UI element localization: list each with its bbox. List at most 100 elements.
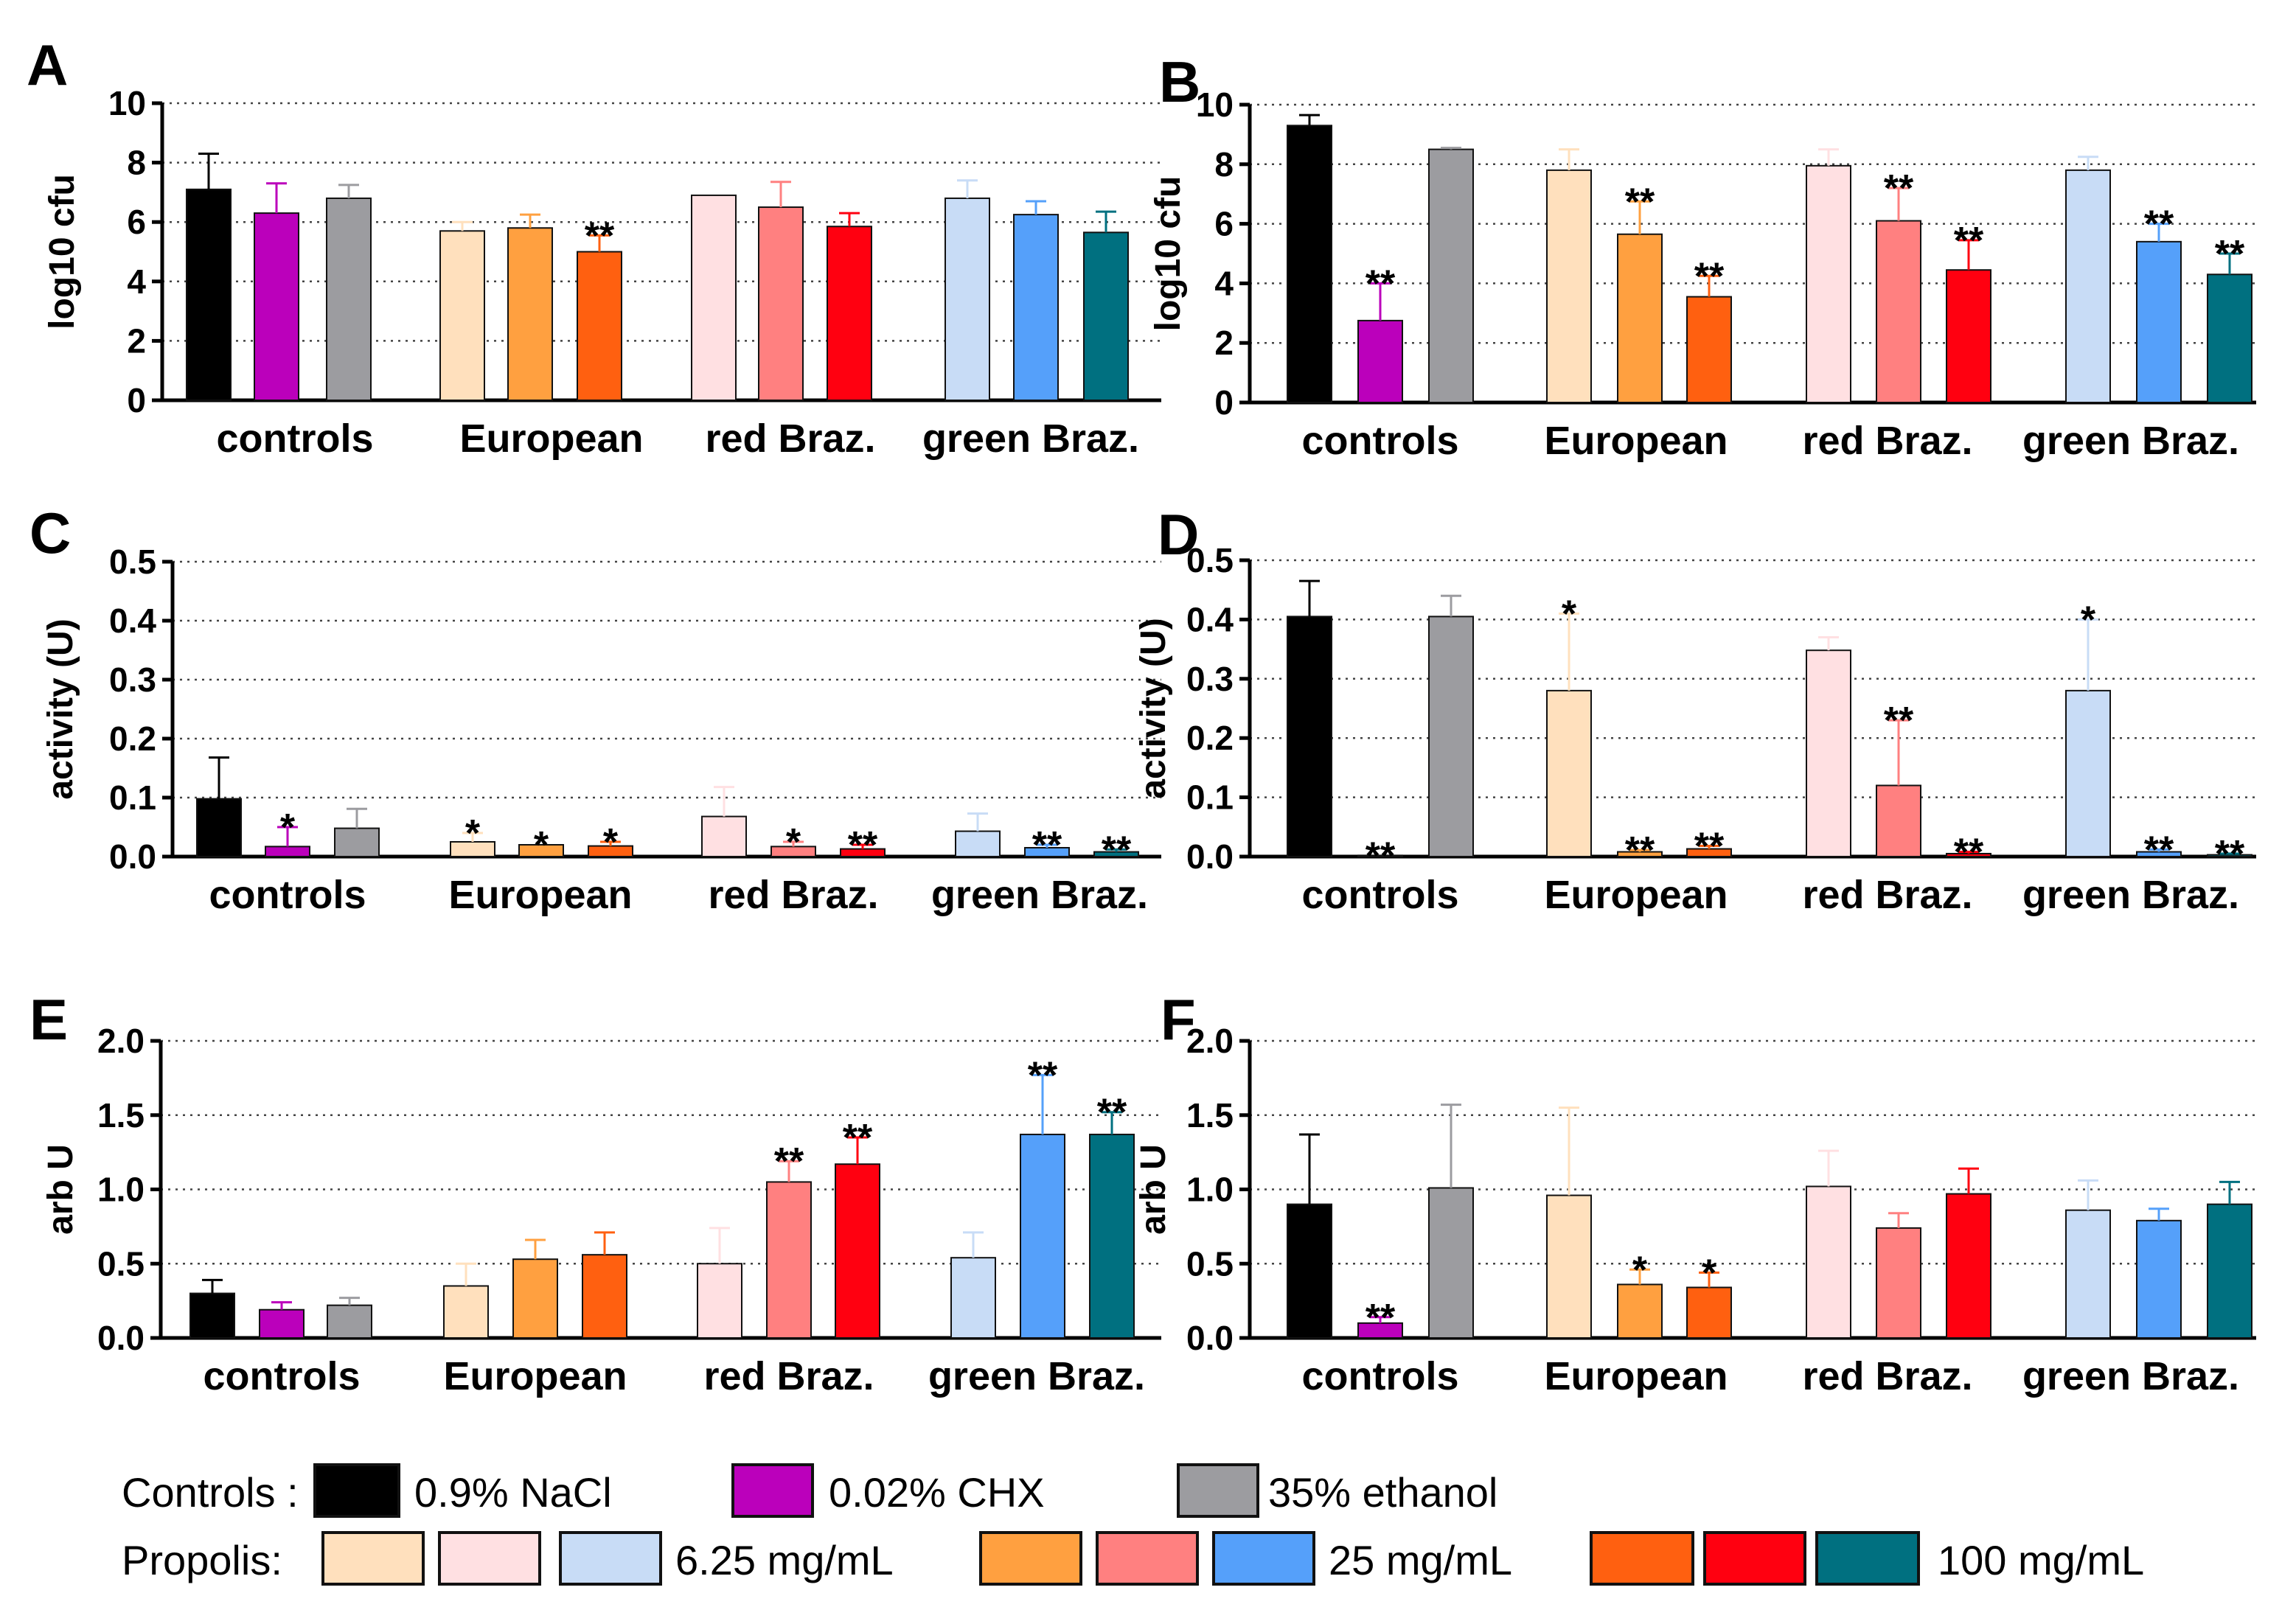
legend-label-dose-low: 6.25 mg/mL: [675, 1537, 894, 1583]
panel-e-significance-marker: **: [1097, 1092, 1127, 1134]
legend-swatch-european-low: [321, 1531, 425, 1586]
panel-e-bar-european-6-25-mg-ml: [443, 1285, 489, 1339]
panel-b-significance-marker: **: [2215, 233, 2245, 276]
panel-e-significance-marker: **: [774, 1140, 804, 1183]
panel-e-significance-marker: **: [843, 1117, 873, 1160]
panel-d-significance-marker: **: [2144, 829, 2174, 871]
legend-label-ethanol: 35% ethanol: [1268, 1469, 1498, 1516]
panel-e-y-tick-label: 1.0: [97, 1171, 145, 1209]
panel-c-bar-green-braz-6-25-mg-ml: [955, 830, 1001, 857]
panel-a-bar-35-ethanol: [326, 197, 372, 401]
panel-d-x-tick-label: controls: [1301, 873, 1458, 917]
legend-swatch-red-low: [438, 1531, 541, 1586]
legend-label-nacl: 0.9% NaCl: [414, 1469, 612, 1516]
legend-label-dose-high: 100 mg/mL: [1938, 1537, 2145, 1583]
panel-e-bar-green-braz-6-25-mg-ml: [950, 1257, 996, 1339]
legend-swatch-chx: [731, 1463, 814, 1518]
panel-d-significance-marker: **: [1625, 829, 1655, 872]
panel-e-letter: E: [29, 987, 68, 1052]
panel-e-y-axis-label: arb U: [41, 1144, 80, 1235]
panel-b-bar-red-braz-25-mg-ml: [1876, 220, 1921, 403]
panel-c-significance-marker: *: [280, 806, 296, 849]
panel-b-significance-marker: **: [1954, 220, 1984, 262]
panel-a-x-tick-label: green Braz.: [922, 416, 1139, 461]
panel-e-significance-marker: **: [1028, 1054, 1058, 1097]
legend-swatch-green-low: [559, 1531, 662, 1586]
panel-d-significance-marker: **: [1954, 832, 1984, 874]
legend-swatch-european-mid: [979, 1531, 1082, 1586]
panel-d-y-tick-label: 0.3: [1186, 660, 1234, 698]
panel-c-x-tick-label: European: [448, 873, 632, 917]
panel-c-significance-marker: *: [534, 824, 549, 867]
legend-controls-label: Controls :: [122, 1469, 299, 1516]
panel-d-significance-marker: **: [1694, 826, 1725, 868]
panel-c-x-tick-label: green Braz.: [931, 873, 1148, 917]
legend-swatch-green-high: [1815, 1531, 1920, 1586]
panel-c-y-tick-label: 0.4: [109, 602, 156, 640]
panel-c-bar-red-braz-6-25-mg-ml: [701, 815, 747, 857]
panel-e-y-tick-label: 1.5: [97, 1096, 145, 1134]
panel-b-bar-european-100-mg-ml: [1686, 296, 1732, 403]
panel-b-bar-green-braz-100-mg-ml: [2207, 273, 2252, 403]
panel-e-x-tick-label: red Braz.: [703, 1354, 874, 1398]
panel-d-y-tick-label: 0.5: [1186, 541, 1234, 579]
panel-d-bar-0-9-nacl: [1287, 616, 1332, 857]
legend-label-chx: 0.02% CHX: [829, 1469, 1045, 1516]
panel-b-bar-green-braz-6-25-mg-ml: [2065, 169, 2111, 403]
panel-f-y-tick-label: 2.0: [1186, 1022, 1234, 1060]
panel-f-y-tick-label: 0.0: [1186, 1319, 1234, 1357]
panel-f-significance-marker: **: [1366, 1297, 1396, 1339]
panel-b-y-tick-label: 8: [1214, 145, 1234, 184]
panel-a-bar-european-6-25-mg-ml: [439, 230, 485, 402]
legend-label-dose-mid: 25 mg/mL: [1329, 1537, 1512, 1583]
legend-swatch-european-high: [1590, 1531, 1694, 1586]
panel-d-significance-marker: **: [1366, 834, 1396, 877]
panel-d-bar-european-6-25-mg-ml: [1546, 689, 1592, 857]
panel-b-bar-green-braz-25-mg-ml: [2136, 240, 2182, 403]
panel-b-bar-red-braz-6-25-mg-ml: [1806, 164, 1851, 403]
panel-c-significance-marker: *: [603, 821, 619, 864]
panel-e-y-tick-label: 0.5: [97, 1244, 145, 1283]
panel-f-bar-red-braz-6-25-mg-ml: [1806, 1185, 1851, 1339]
panel-a-y-axis-label: log10 cfu: [43, 174, 82, 330]
panel-c-bar-0-9-nacl: [196, 798, 242, 857]
panel-f-y-axis-label: arb U: [1134, 1144, 1173, 1235]
panel-f-y-tick-label: 1.5: [1186, 1096, 1234, 1134]
panel-d-x-tick-label: European: [1544, 873, 1728, 917]
panel-c-significance-marker: **: [848, 824, 878, 867]
panel-a-bar-0-9-nacl: [186, 188, 232, 401]
panel-f-x-tick-label: red Braz.: [1802, 1354, 1972, 1398]
panel-c-y-tick-label: 0.2: [109, 719, 156, 758]
panel-f-bar-european-100-mg-ml: [1686, 1286, 1732, 1339]
panel-b-bar-european-25-mg-ml: [1617, 233, 1663, 403]
panel-b-significance-marker: **: [1694, 255, 1725, 298]
panel-c-letter: C: [29, 501, 71, 565]
panel-b-x-tick-label: controls: [1301, 419, 1458, 463]
panel-f-bar-0-9-nacl: [1287, 1203, 1332, 1339]
panel-b-bar-red-braz-100-mg-ml: [1946, 269, 1991, 403]
panel-b-significance-marker: **: [1884, 167, 1914, 210]
panel-c-bar-european-25-mg-ml: [518, 844, 564, 857]
legend-swatch-nacl: [313, 1463, 400, 1518]
legend-swatch-green-mid: [1212, 1531, 1315, 1586]
panel-f-bar-35-ethanol: [1428, 1187, 1474, 1339]
panel-d-significance-marker: **: [1884, 700, 1914, 742]
panel-f-x-tick-label: green Braz.: [2022, 1354, 2239, 1398]
panel-d-letter: D: [1158, 502, 1199, 567]
panel-a-bar-green-braz-25-mg-ml: [1013, 214, 1059, 401]
panel-e-bar-red-braz-6-25-mg-ml: [697, 1263, 742, 1339]
panel-b-letter: B: [1159, 49, 1200, 114]
panel-c-y-tick-label: 0.5: [109, 543, 156, 581]
panel-f-bar-green-braz-6-25-mg-ml: [2065, 1209, 2111, 1339]
panel-d-y-tick-label: 0.0: [1186, 837, 1234, 876]
panel-a-x-tick-label: controls: [216, 416, 373, 461]
panel-b-bar-0-02-chx: [1357, 319, 1403, 403]
panel-f-letter: F: [1161, 987, 1196, 1052]
panel-d-bar-0-02-chx: [1357, 854, 1403, 857]
panel-d-y-tick-label: 0.4: [1186, 600, 1234, 638]
panel-d-x-tick-label: green Braz.: [2022, 873, 2239, 917]
panel-f-y-tick-label: 0.5: [1186, 1244, 1234, 1283]
panel-a-bar-0-02-chx: [254, 212, 299, 401]
panel-d-significance-marker: **: [2215, 833, 2245, 876]
panel-e-bar-red-braz-100-mg-ml: [835, 1163, 880, 1339]
